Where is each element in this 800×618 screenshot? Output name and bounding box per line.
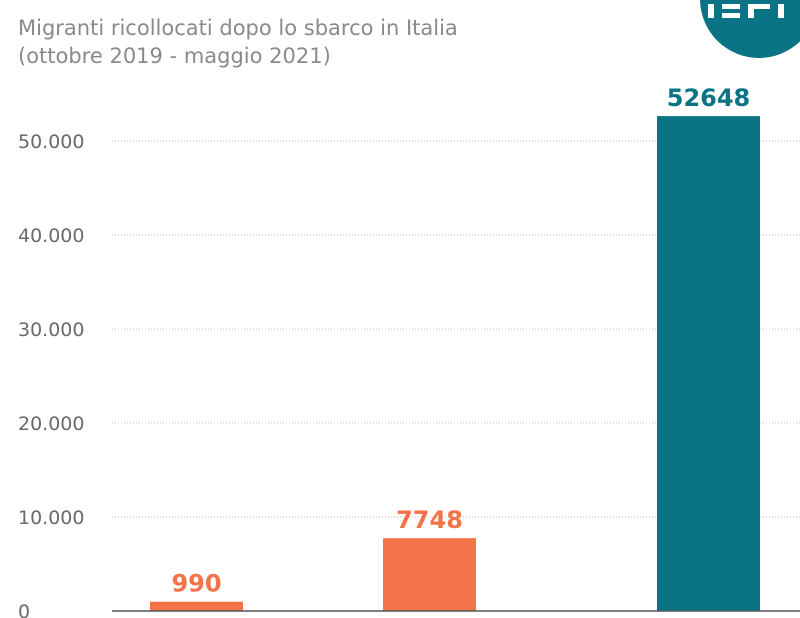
data-label: 990 [171, 570, 221, 598]
chart-subtitle: (ottobre 2019 - maggio 2021) [18, 44, 331, 68]
data-label: 7748 [396, 506, 463, 534]
y-tick-label: 20.000 [18, 413, 84, 435]
bar [383, 538, 476, 611]
y-tick-label: 10.000 [18, 507, 84, 529]
y-tick-label: 40.000 [18, 225, 84, 247]
chart-title: Migranti ricollocati dopo lo sbarco in I… [18, 16, 458, 40]
bar [150, 601, 243, 611]
chart-title-block: Migranti ricollocati dopo lo sbarco in I… [18, 14, 458, 70]
y-tick-label: 0 [18, 601, 30, 618]
y-tick-label: 50.000 [18, 131, 84, 153]
data-label: 52648 [667, 84, 751, 112]
y-tick-label: 30.000 [18, 319, 84, 341]
logo-letters-icon [708, 4, 784, 18]
bar [657, 116, 760, 612]
